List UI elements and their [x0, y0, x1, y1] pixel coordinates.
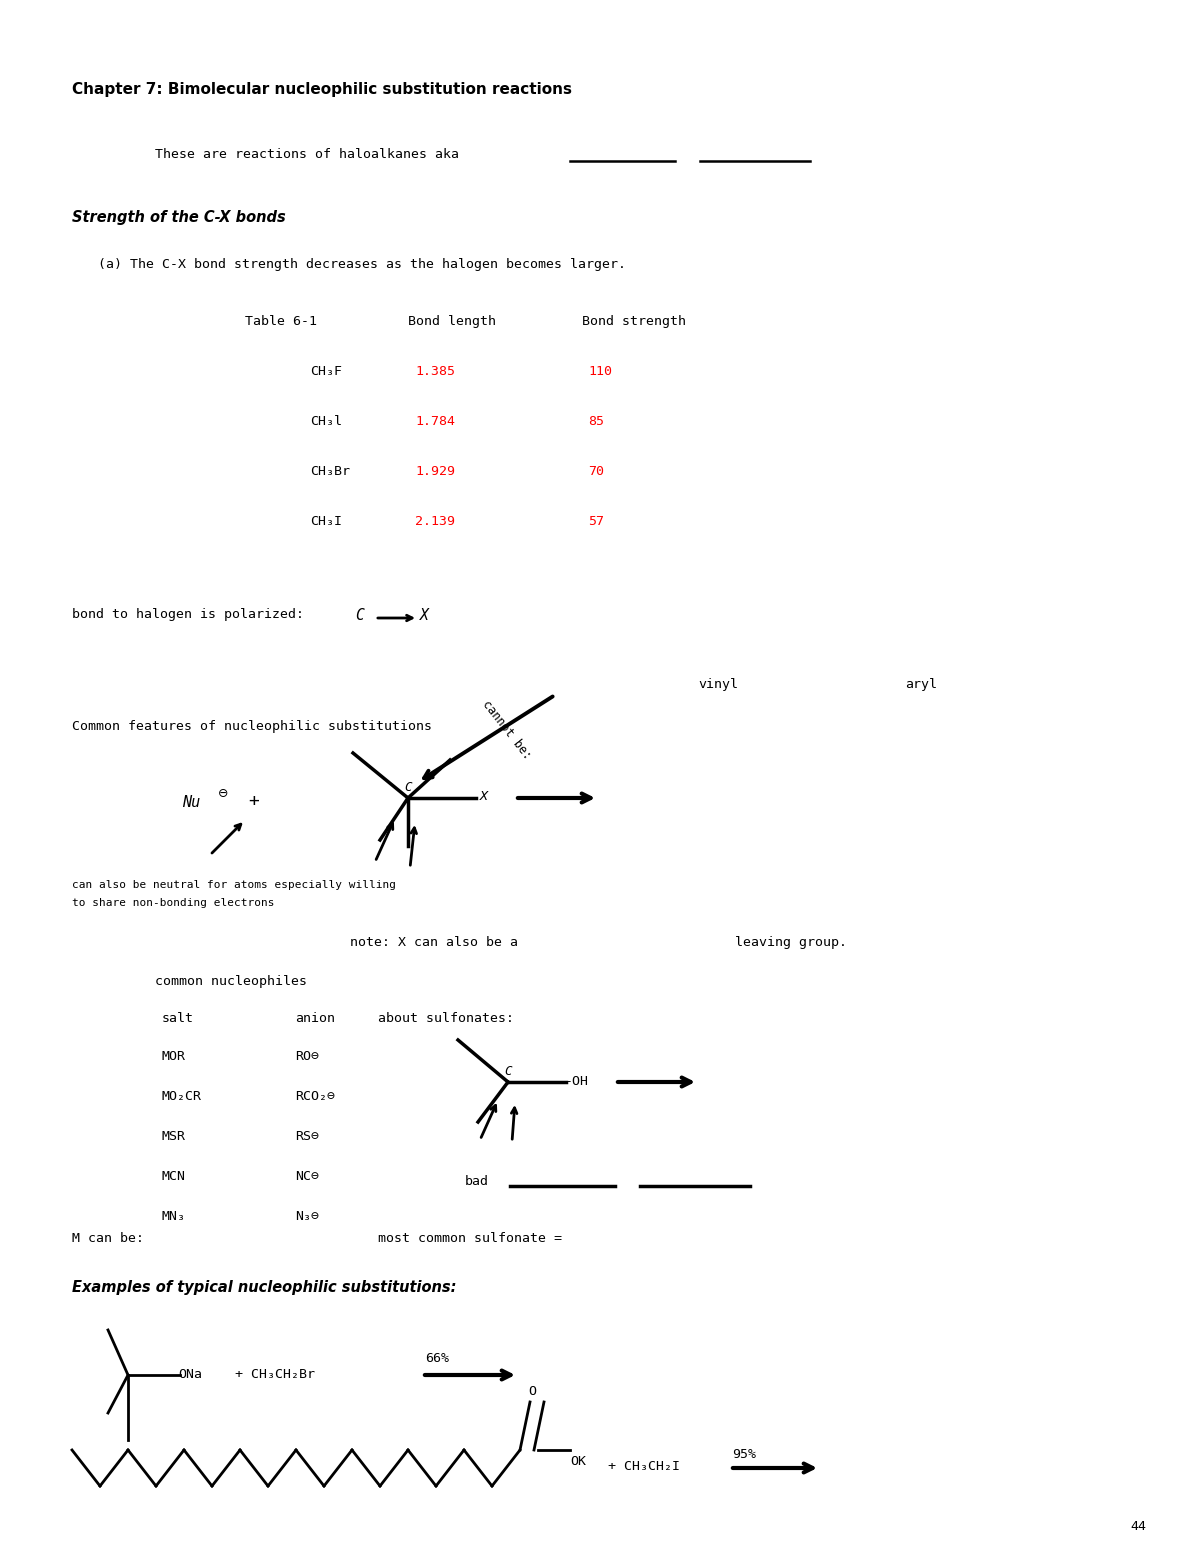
Text: about sulfonates:: about sulfonates:	[378, 1013, 514, 1025]
Text: MCN: MCN	[162, 1169, 186, 1183]
Text: + CH₃CH₂Br: + CH₃CH₂Br	[235, 1368, 314, 1381]
Text: OK: OK	[570, 1455, 586, 1468]
Text: salt: salt	[162, 1013, 194, 1025]
Text: 95%: 95%	[732, 1447, 756, 1461]
Text: (a) The C-X bond strength decreases as the halogen becomes larger.: (a) The C-X bond strength decreases as t…	[98, 258, 626, 272]
Text: aryl: aryl	[905, 679, 937, 691]
Text: Strength of the C-X bonds: Strength of the C-X bonds	[72, 210, 286, 225]
Text: can also be neutral for atoms especially willing: can also be neutral for atoms especially…	[72, 881, 396, 890]
Text: 70: 70	[588, 464, 604, 478]
Text: X: X	[480, 790, 488, 803]
Text: +: +	[248, 792, 259, 811]
Text: RCO₂⊖: RCO₂⊖	[295, 1090, 335, 1103]
Text: N₃⊖: N₃⊖	[295, 1210, 319, 1224]
Text: CH₃I: CH₃I	[310, 516, 342, 528]
Text: leaving group.: leaving group.	[734, 936, 847, 949]
Text: M can be:: M can be:	[72, 1232, 144, 1246]
Text: Nu: Nu	[182, 795, 200, 811]
Text: vinyl: vinyl	[698, 679, 738, 691]
Text: C: C	[355, 609, 364, 623]
Text: These are reactions of haloalkanes aka: These are reactions of haloalkanes aka	[155, 148, 458, 162]
Text: 66%: 66%	[425, 1353, 449, 1365]
Text: 2.139: 2.139	[415, 516, 455, 528]
Text: CH₃Br: CH₃Br	[310, 464, 350, 478]
Text: CH₃F: CH₃F	[310, 365, 342, 377]
Text: CH₃l: CH₃l	[310, 415, 342, 429]
Text: ONa: ONa	[178, 1368, 202, 1381]
Text: MO₂CR: MO₂CR	[162, 1090, 202, 1103]
Text: NC⊖: NC⊖	[295, 1169, 319, 1183]
Text: 85: 85	[588, 415, 604, 429]
Text: MOR: MOR	[162, 1050, 186, 1062]
Text: cannot be:: cannot be:	[480, 697, 534, 763]
Text: 44: 44	[1130, 1520, 1146, 1533]
Text: Bond length: Bond length	[408, 315, 496, 328]
Text: bond to halogen is polarized:: bond to halogen is polarized:	[72, 609, 304, 621]
Text: 1.929: 1.929	[415, 464, 455, 478]
Text: Examples of typical nucleophilic substitutions:: Examples of typical nucleophilic substit…	[72, 1280, 456, 1295]
Text: Bond strength: Bond strength	[582, 315, 686, 328]
Text: Chapter 7: Bimolecular nucleophilic substitution reactions: Chapter 7: Bimolecular nucleophilic subs…	[72, 82, 572, 96]
Text: C: C	[504, 1065, 511, 1078]
Text: MSR: MSR	[162, 1131, 186, 1143]
Text: ⊖: ⊖	[218, 787, 228, 800]
Text: most common sulfonate =: most common sulfonate =	[378, 1232, 562, 1246]
Text: + CH₃CH₂I: + CH₃CH₂I	[608, 1460, 680, 1472]
Text: bad: bad	[466, 1176, 490, 1188]
Text: 57: 57	[588, 516, 604, 528]
Text: C: C	[404, 781, 412, 794]
Text: anion: anion	[295, 1013, 335, 1025]
Text: 1.784: 1.784	[415, 415, 455, 429]
Text: 110: 110	[588, 365, 612, 377]
Text: Common features of nucleophilic substitutions: Common features of nucleophilic substitu…	[72, 721, 432, 733]
Text: RS⊖: RS⊖	[295, 1131, 319, 1143]
Text: Table 6-1: Table 6-1	[245, 315, 317, 328]
Text: MN₃: MN₃	[162, 1210, 186, 1224]
Text: X: X	[420, 609, 428, 623]
Text: to share non-bonding electrons: to share non-bonding electrons	[72, 898, 275, 909]
Text: O: O	[528, 1385, 536, 1398]
Text: RO⊖: RO⊖	[295, 1050, 319, 1062]
Text: -OH: -OH	[565, 1075, 589, 1089]
Text: note: X can also be a: note: X can also be a	[350, 936, 518, 949]
Text: common nucleophiles: common nucleophiles	[155, 975, 307, 988]
Text: 1.385: 1.385	[415, 365, 455, 377]
